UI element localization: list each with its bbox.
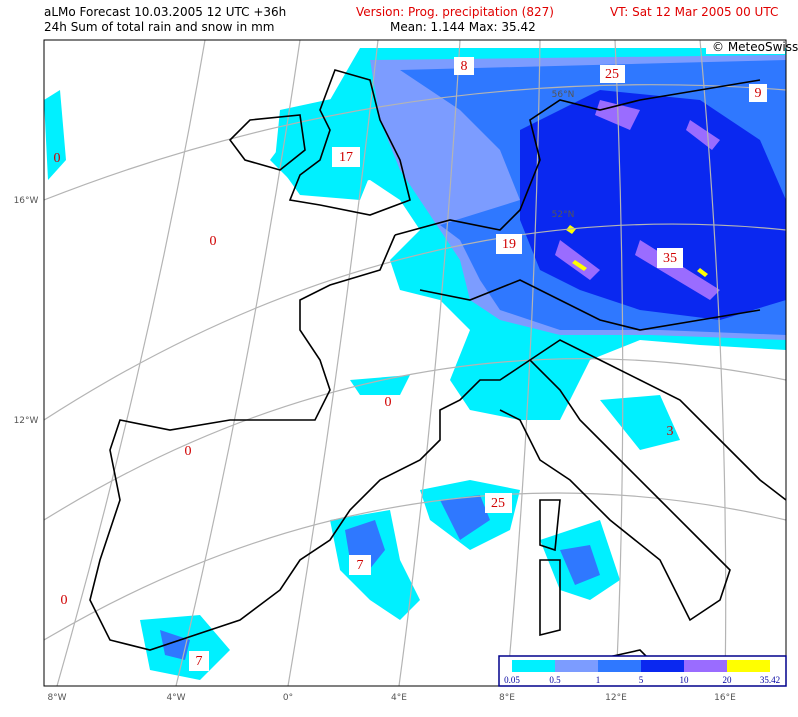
valid-time: VT: Sat 12 Mar 2005 00 UTC bbox=[610, 5, 778, 19]
legend-label: 5 bbox=[639, 675, 644, 685]
value-label: 0 bbox=[54, 151, 61, 166]
label-box bbox=[600, 65, 625, 83]
legend-label: 0.05 bbox=[504, 675, 520, 685]
map bbox=[44, 40, 786, 686]
copyright-box bbox=[706, 41, 785, 54]
value-label: 17 bbox=[339, 150, 353, 165]
lon-label: 8°W bbox=[47, 693, 66, 703]
legend-label: 35.42 bbox=[760, 675, 780, 685]
value-label: 35 bbox=[663, 251, 677, 266]
value-label: 8 bbox=[461, 59, 468, 74]
label-box bbox=[454, 57, 474, 75]
version: Version: Prog. precipitation (827) bbox=[356, 5, 554, 19]
value-label: 19 bbox=[502, 237, 516, 252]
legend-swatch bbox=[598, 660, 641, 672]
label-box bbox=[657, 248, 683, 268]
label-box bbox=[496, 234, 522, 254]
lon-label: 0° bbox=[283, 693, 293, 703]
label-box bbox=[332, 147, 360, 167]
label-box bbox=[749, 84, 767, 102]
value-label: 7 bbox=[196, 654, 203, 669]
copyright: © MeteoSwiss bbox=[712, 40, 798, 54]
legend-label: 1 bbox=[596, 675, 601, 685]
legend-label: 10 bbox=[680, 675, 690, 685]
legend-label: 20 bbox=[723, 675, 733, 685]
value-label: 9 bbox=[755, 86, 762, 101]
legend-swatch bbox=[684, 660, 727, 672]
value-label: 0 bbox=[385, 395, 392, 410]
label-box bbox=[485, 493, 512, 513]
lat-label: 12°W bbox=[14, 416, 39, 426]
subtitle: 24h Sum of total rain and snow in mm bbox=[44, 20, 274, 34]
value-labels: 8 25 9 17 0 0 19 35 0 0 3 25 7 0 7 bbox=[54, 57, 767, 671]
lon-label: 8°E bbox=[499, 693, 515, 703]
value-label: 0 bbox=[185, 444, 192, 459]
value-label: 25 bbox=[605, 67, 619, 82]
value-label: 7 bbox=[357, 558, 364, 573]
value-label: 25 bbox=[491, 496, 505, 511]
title: aLMo Forecast 10.03.2005 12 UTC +36h bbox=[44, 5, 286, 19]
map-frame bbox=[43, 39, 787, 687]
stats: Mean: 1.144 Max: 35.42 bbox=[390, 20, 536, 34]
value-label: 0 bbox=[61, 593, 68, 608]
legend-label: 0.5 bbox=[549, 675, 561, 685]
lon-label: 12°E bbox=[605, 693, 627, 703]
legend-swatch bbox=[641, 660, 684, 672]
lon-label: 16°E bbox=[714, 693, 736, 703]
lat-label: 56°N bbox=[552, 90, 575, 100]
coastlines bbox=[89, 69, 786, 681]
lon-label: 4°W bbox=[166, 693, 185, 703]
label-box bbox=[349, 555, 371, 575]
lat-label: 16°W bbox=[14, 196, 39, 206]
value-label: 0 bbox=[210, 234, 217, 249]
legend-swatch bbox=[727, 660, 770, 672]
lon-label: 4°E bbox=[391, 693, 407, 703]
label-box bbox=[189, 651, 209, 671]
lat-label: 52°N bbox=[552, 210, 575, 220]
value-label: 3 bbox=[667, 424, 674, 439]
legend-swatch bbox=[512, 660, 555, 672]
legend-swatch bbox=[555, 660, 598, 672]
legend: 0.05 0.5 1 5 10 20 35.42 bbox=[498, 655, 787, 687]
